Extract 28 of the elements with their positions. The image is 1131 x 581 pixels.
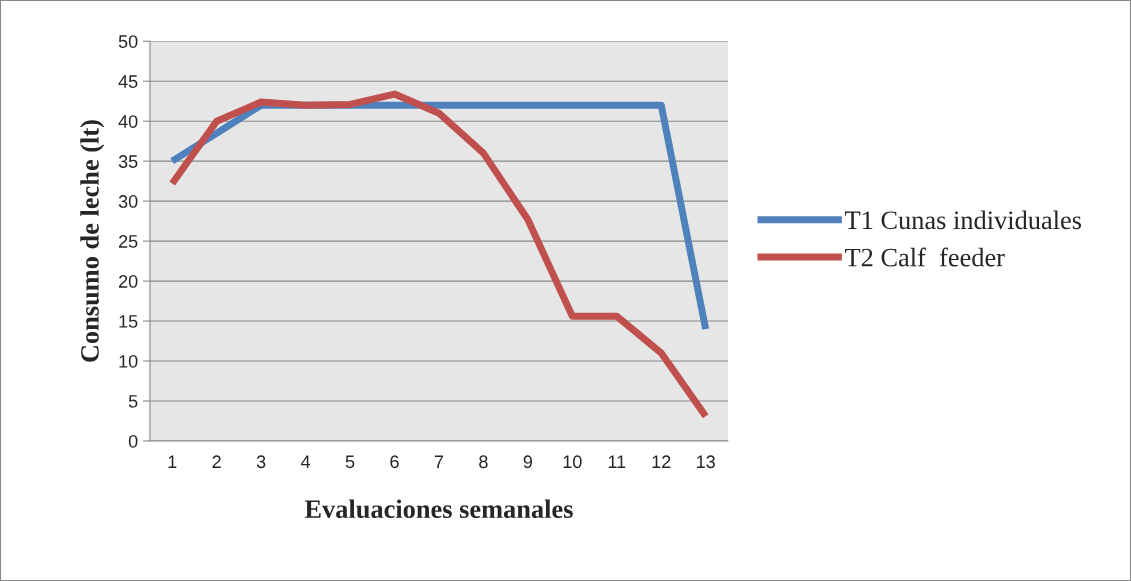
x-tick-label: 9 [523, 455, 533, 469]
y-tick-label: 45 [118, 75, 138, 88]
y-tick-label: 35 [118, 155, 138, 168]
y-tick-label: 0 [128, 434, 138, 448]
x-tick-label: 1 [168, 455, 177, 468]
x-tick-label: 2 [212, 455, 221, 468]
y-tick-label: 30 [118, 195, 138, 208]
x-axis-title: Evaluaciones semanales [304, 499, 573, 519]
legend-label: T1 Cunas individuales [845, 210, 1082, 230]
x-tick-label: 5 [345, 455, 355, 469]
x-tick-label: 7 [434, 455, 444, 468]
legend-label: T2 Calf feeder [845, 247, 1005, 267]
x-tick-label: 10 [563, 455, 582, 469]
y-tick-label: 5 [128, 395, 138, 408]
x-tick-label: 8 [479, 455, 488, 469]
x-tick-label: 12 [652, 455, 671, 468]
x-tick-label: 13 [697, 455, 715, 469]
y-tick-label: 15 [119, 315, 138, 328]
y-tick-label: 20 [118, 275, 138, 288]
x-tick-label: 3 [256, 455, 266, 469]
y-tick-label: 25 [118, 235, 138, 248]
y-axis-title: Consumo de leche (lt) [80, 120, 105, 362]
y-tick-label: 40 [118, 115, 138, 128]
y-tick-label: 10 [119, 354, 138, 368]
x-tick-label: 11 [608, 455, 626, 468]
x-tick-label: 6 [390, 455, 399, 469]
y-tick-label: 50 [118, 35, 138, 48]
x-tick-label: 4 [300, 455, 311, 468]
